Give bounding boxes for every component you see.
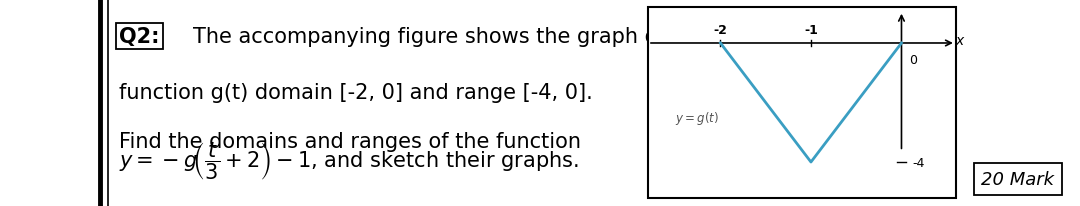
Text: Find the domains and ranges of the function: Find the domains and ranges of the funct… <box>119 132 581 152</box>
Text: $y = -g\!\left(\dfrac{t}{3}+2\right)-1$, and sketch their graphs.: $y = -g\!\left(\dfrac{t}{3}+2\right)-1$,… <box>119 139 579 181</box>
Text: $y = g(t)$: $y = g(t)$ <box>675 109 719 126</box>
Text: 0: 0 <box>908 54 917 67</box>
Text: -1: -1 <box>804 23 818 36</box>
Text: The accompanying figure shows the graph of a: The accompanying figure shows the graph … <box>193 27 684 47</box>
Text: 20 Mark: 20 Mark <box>982 170 1054 188</box>
Text: x: x <box>956 34 964 48</box>
Bar <box>648 8 956 198</box>
Text: function g(t) domain [-2, 0] and range [-4, 0].: function g(t) domain [-2, 0] and range [… <box>119 82 593 102</box>
Text: Q2:: Q2: <box>119 27 160 47</box>
Text: -2: -2 <box>714 23 727 36</box>
Text: -4: -4 <box>913 156 924 169</box>
